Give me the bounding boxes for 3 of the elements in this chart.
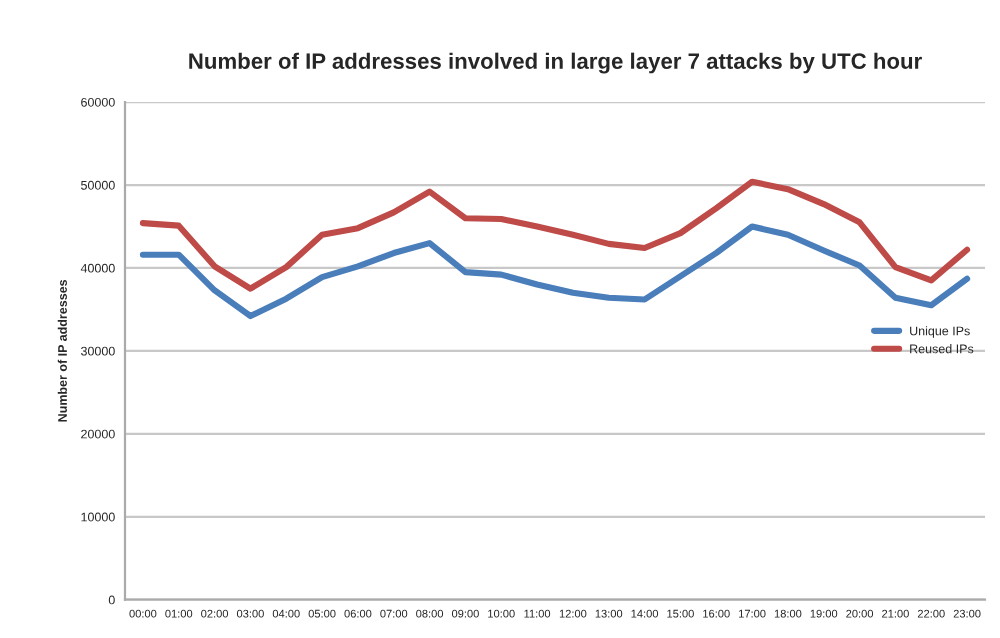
chart-title: Number of IP addresses involved in large layer 7 attacks by UTC hour <box>189 52 922 74</box>
line-series <box>139 223 971 320</box>
line-series <box>139 178 971 292</box>
